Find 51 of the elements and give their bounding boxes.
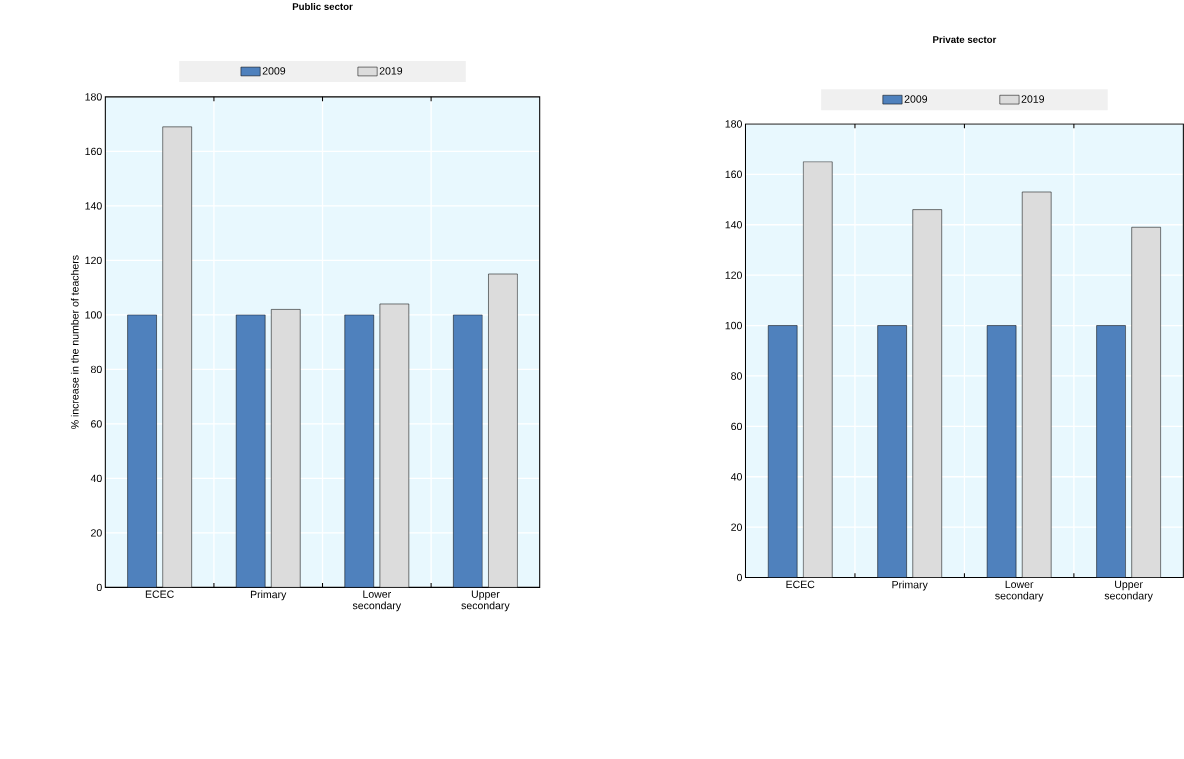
x-tick-label: Primary	[892, 580, 928, 591]
chart-title: Private sector	[933, 35, 997, 43]
x-tick-label: Upper secondary	[461, 590, 510, 612]
y-tick-label: 20	[91, 529, 102, 537]
bar	[488, 273, 518, 588]
bar	[877, 325, 907, 578]
y-tick-label: 180	[85, 93, 102, 101]
bar	[1131, 226, 1161, 578]
x-tick-label: Upper secondary	[1104, 580, 1153, 602]
legend-label: 2009	[262, 67, 286, 75]
bar	[235, 314, 266, 588]
chart-title: Public sector	[292, 2, 353, 10]
bar	[379, 303, 410, 588]
bar	[986, 325, 1017, 578]
y-tick-label: 100	[85, 311, 102, 319]
legend-label: 2019	[1021, 95, 1045, 103]
y-tick-label: 80	[731, 372, 742, 380]
y-tick-label: 80	[90, 365, 102, 374]
y-tick-label: 100	[725, 321, 742, 330]
y-tick-label: 120	[725, 271, 742, 279]
bar	[344, 314, 375, 588]
x-tick-label: ECEC	[786, 580, 815, 589]
x-tick-label: Lower secondary	[352, 590, 402, 612]
y-tick-label: 180	[725, 120, 742, 128]
bar	[271, 309, 301, 588]
bar	[453, 314, 483, 588]
y-tick-label: 0	[96, 583, 102, 592]
legend-label: 2019	[379, 67, 403, 75]
y-tick-label: 40	[90, 474, 102, 483]
legend-label: 2009	[904, 95, 928, 103]
bar	[1096, 325, 1126, 578]
y-tick-label: 160	[85, 147, 102, 156]
y-axis-title: % increase in the number of teachers	[70, 255, 79, 429]
x-tick-label: Primary	[250, 590, 287, 601]
y-tick-label: 20	[731, 523, 742, 531]
y-tick-label: 60	[91, 420, 102, 428]
y-tick-label: 60	[731, 422, 742, 431]
x-tick-label: ECEC	[145, 590, 174, 598]
y-tick-label: 120	[85, 256, 102, 265]
bar	[127, 314, 157, 588]
y-tick-label: 40	[730, 473, 742, 481]
bar	[912, 209, 942, 578]
y-tick-label: 140	[725, 220, 742, 229]
bar	[803, 161, 833, 578]
y-tick-label: 140	[85, 202, 102, 210]
bar	[767, 325, 798, 578]
bar	[162, 126, 192, 588]
y-tick-label: 160	[725, 170, 742, 179]
x-tick-label: Lower secondary	[995, 580, 1044, 602]
y-tick-label: 0	[736, 573, 742, 582]
bar	[1021, 191, 1052, 578]
